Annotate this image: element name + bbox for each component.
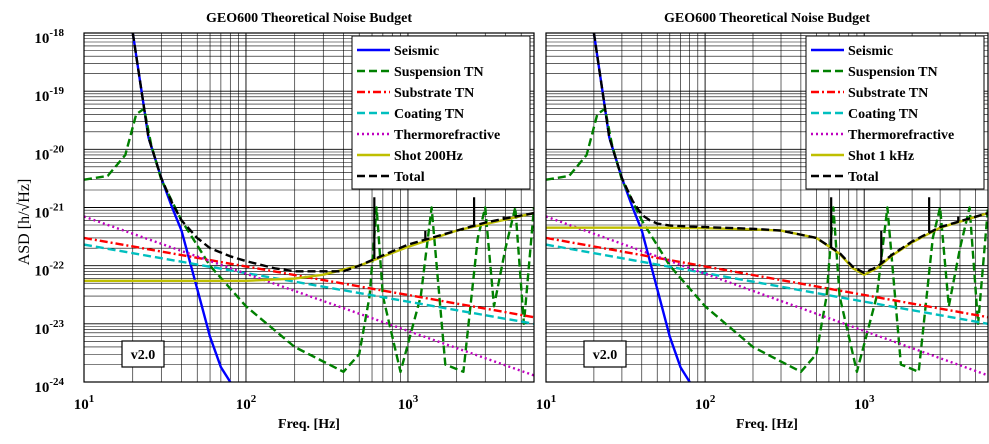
x-tick-exponent: 3 [869, 393, 875, 405]
legend-label-thermorefractive: Thermorefractive [394, 128, 500, 143]
series-group [84, 33, 534, 382]
series-line-total [592, 33, 988, 275]
y-tick-exponent: -22 [49, 260, 64, 272]
plot-frame [83, 32, 535, 383]
series-line-thermorefractive [546, 215, 988, 377]
y-tick-exponent: -21 [49, 202, 64, 214]
legend-label-thermorefractive: Thermorefractive [848, 128, 954, 143]
legend-label-coating-tn: Coating TN [848, 107, 918, 122]
legend-label-suspension-tn: Suspension TN [848, 65, 938, 80]
series-line-suspension-tn [546, 107, 988, 373]
y-tick-exponent: -20 [49, 143, 64, 155]
y-tick-exponent: -24 [49, 376, 64, 388]
y-tick-label: 10-19 [34, 85, 64, 105]
x-tick-label: 102 [236, 393, 257, 413]
x-tick-label: 102 [695, 393, 716, 413]
plot-frame [545, 32, 989, 383]
legend: Seismic Suspension TN Substrate TN Coating … [805, 35, 985, 190]
x-axis-label: Freq. [Hz] [278, 417, 340, 432]
chart-panel-1: GEO600 Theoretical Noise Budget 101 102 103… [34, 11, 535, 432]
series-line-coating-tn [84, 243, 534, 325]
y-tick-exponent: -19 [49, 85, 64, 97]
legend-label-shot-1-khz: Shot 1 kHz [848, 149, 914, 164]
x-tick-label: 103 [854, 393, 875, 413]
version-badge-box [583, 340, 627, 368]
y-tick-label: 10-21 [34, 202, 64, 222]
legend-label-coating-tn: Coating TN [394, 107, 464, 122]
y-tick-label: 10-23 [34, 318, 64, 338]
x-tick-label: 101 [536, 393, 557, 413]
series-line-suspension-tn [84, 107, 534, 373]
y-tick-label: 10-24 [34, 376, 64, 396]
x-tick-exponent: 2 [251, 393, 257, 405]
y-tick-label: 10-18 [34, 27, 64, 47]
x-tick-exponent: 3 [413, 393, 419, 405]
series-line-total [131, 33, 534, 273]
legend-label-total: Total [848, 170, 879, 185]
grid-lines [84, 33, 534, 382]
y-tick-label: 10-22 [34, 260, 64, 280]
x-axis-label: Freq. [Hz] [736, 417, 798, 432]
series-line-coating-tn [546, 243, 988, 325]
legend-label-total: Total [394, 170, 425, 185]
version-badge: v2.0 [593, 348, 618, 363]
version-badge: v2.0 [131, 348, 156, 363]
chart-panel-2: GEO600 Theoretical Noise Budget 101 102 103… [536, 11, 989, 432]
series-group [546, 33, 988, 382]
y-axis-label: ASD [h/√Hz] [16, 179, 33, 266]
legend-label-seismic: Seismic [394, 44, 439, 59]
x-tick-exponent: 1 [89, 393, 95, 405]
series-line-substrate-tn [546, 236, 988, 319]
version-badge-box [121, 340, 165, 368]
chart-title: GEO600 Theoretical Noise Budget [206, 11, 412, 26]
x-tick-label: 103 [398, 393, 419, 413]
y-tick-label: 10-20 [34, 143, 64, 163]
legend-label-seismic: Seismic [848, 44, 893, 59]
legend-label-substrate-tn: Substrate TN [394, 86, 474, 101]
legend-label-shot-200hz: Shot 200Hz [394, 149, 463, 164]
x-tick-exponent: 2 [710, 393, 716, 405]
y-tick-exponent: -18 [49, 27, 64, 39]
legend-label-suspension-tn: Suspension TN [394, 65, 484, 80]
x-tick-label: 101 [74, 393, 95, 413]
legend: Seismic Suspension TN Substrate TN Coating … [351, 35, 531, 190]
x-tick-exponent: 1 [551, 393, 557, 405]
chart-title: GEO600 Theoretical Noise Budget [664, 11, 870, 26]
legend-label-substrate-tn: Substrate TN [848, 86, 928, 101]
y-tick-exponent: -23 [49, 318, 64, 330]
